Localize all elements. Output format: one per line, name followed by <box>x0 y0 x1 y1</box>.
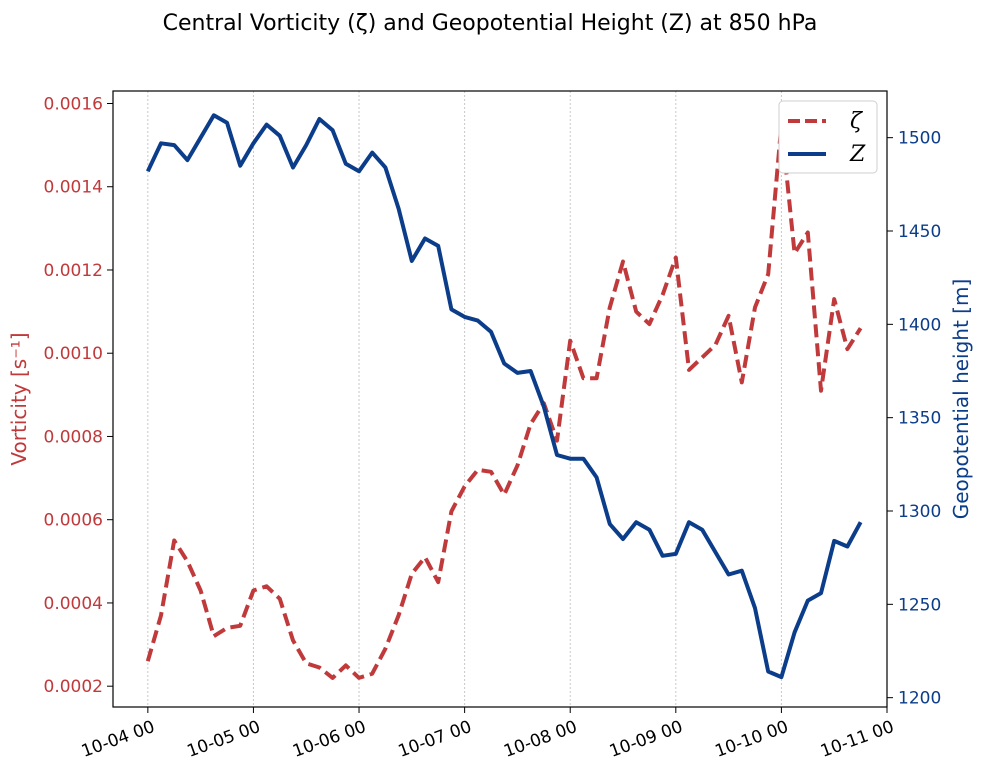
x-tick-label: 10-08 00 <box>501 717 580 762</box>
left-tick-label: 0.0006 <box>44 511 103 531</box>
x-axis: 10-04 00 10-05 00 10-06 00 10-07 00 10-08 00… <box>79 707 897 762</box>
x-tick-label: 10-06 00 <box>290 717 369 762</box>
right-tick-label: 1400 <box>898 315 941 335</box>
left-tick-label: 0.0010 <box>44 344 103 364</box>
x-gridlines <box>147 91 888 707</box>
left-tick-label: 0.0014 <box>44 178 103 198</box>
legend-label-zeta: ζ <box>850 109 864 134</box>
left-tick-label: 0.0012 <box>44 261 103 281</box>
chart-title: Central Vorticity (ζ) and Geopotential H… <box>163 11 818 36</box>
x-tick-label: 10-10 00 <box>712 717 791 762</box>
right-tick-label: 1350 <box>898 409 941 429</box>
left-tick-label: 0.0016 <box>44 94 103 114</box>
left-tick-label: 0.0004 <box>44 594 103 614</box>
legend: ζ Z <box>778 100 878 174</box>
legend-label-z: Z <box>849 142 866 167</box>
x-tick-label: 10-05 00 <box>184 717 263 762</box>
series-line-zeta <box>145 122 863 680</box>
series-line-z <box>145 113 863 680</box>
right-tick-label: 1200 <box>898 689 941 709</box>
left-tick-label: 0.0008 <box>44 427 103 447</box>
left-axis-label: Vorticity [s⁻¹] <box>7 332 31 465</box>
x-tick-label: 10-11 00 <box>818 717 897 762</box>
x-tick-label: 10-09 00 <box>607 717 686 762</box>
right-tick-label: 1500 <box>898 129 941 149</box>
right-axis-label: Geopotential height [m] <box>949 279 973 520</box>
right-tick-label: 1300 <box>898 502 941 522</box>
series-lines <box>145 113 863 680</box>
right-axis: 1200 1250 1300 1350 1400 1450 1500 <box>887 129 941 709</box>
x-tick-label: 10-07 00 <box>396 717 475 762</box>
right-tick-label: 1450 <box>898 222 941 242</box>
x-tick-label: 10-04 00 <box>79 717 158 762</box>
left-tick-label: 0.0002 <box>44 677 103 697</box>
plot-frame <box>112 90 888 708</box>
right-tick-label: 1250 <box>898 595 941 615</box>
left-axis: 0.0002 0.0004 0.0006 0.0008 0.0010 0.0012 0.00… <box>44 94 113 697</box>
